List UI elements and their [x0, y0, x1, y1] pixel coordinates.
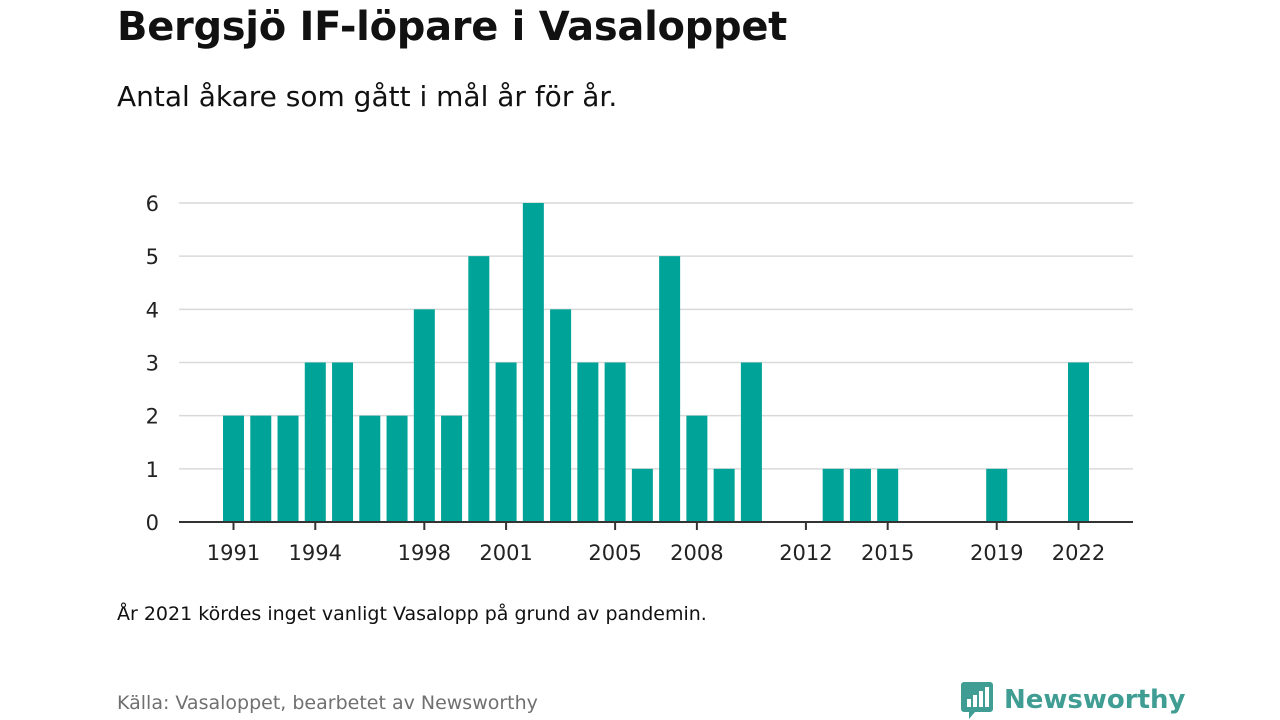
bar-2006 [631, 468, 653, 522]
chart-title: Bergsjö IF-löpare i Vasaloppet [117, 4, 787, 50]
bar-1992 [250, 415, 272, 522]
newsworthy-logo-icon [961, 682, 993, 719]
newsworthy-logo[interactable]: Newsworthy [960, 680, 1185, 720]
bar-2001 [495, 362, 517, 522]
bar-chart: 0 1 2 3 4 5 6 1991 1994 1998 2001 2005 2008 2012 2015… [146, 192, 1133, 565]
bar-2013 [822, 468, 844, 522]
bar-2005 [604, 362, 626, 522]
bar-1993 [277, 415, 299, 522]
bar-1997 [386, 415, 408, 522]
bar-2010 [740, 362, 762, 522]
bar-1998 [413, 309, 435, 522]
bar-2008 [686, 415, 708, 522]
bar-1996 [359, 415, 381, 522]
y-tick-label: 3 [146, 352, 159, 376]
bar-1991 [223, 415, 245, 522]
chart-subtitle: Antal åkare som gått i mål år för år. [117, 80, 618, 113]
source-credit: Källa: Vasaloppet, bearbetet av Newswort… [117, 692, 538, 714]
bar-1999 [441, 415, 463, 522]
bar-2002 [522, 203, 544, 522]
bar-2004 [577, 362, 599, 522]
x-axis-labels: 1991 1994 1998 2001 2005 2008 2012 2015 2019 2022 [207, 541, 1105, 565]
x-tick-label: 1991 [207, 541, 260, 565]
bars [223, 203, 1089, 522]
y-tick-label: 4 [146, 298, 159, 322]
x-tick-label: 2001 [479, 541, 532, 565]
bar-2000 [468, 256, 490, 522]
x-tick-label: 2012 [779, 541, 832, 565]
bar-2022 [1067, 362, 1089, 522]
bar-2015 [877, 468, 899, 522]
bar-2003 [550, 309, 572, 522]
x-tick-label: 2022 [1052, 541, 1105, 565]
bar-2019 [986, 468, 1008, 522]
footnote: År 2021 kördes inget vanligt Vasalopp på… [117, 603, 707, 625]
y-tick-label: 6 [146, 192, 159, 216]
bar-1994 [304, 362, 326, 522]
x-tick-label: 2015 [861, 541, 914, 565]
x-axis [179, 521, 1133, 530]
bar-1995 [332, 362, 354, 522]
y-axis-labels: 0 1 2 3 4 5 6 [146, 192, 159, 535]
y-tick-label: 1 [146, 458, 159, 482]
x-tick-label: 2019 [970, 541, 1023, 565]
bar-2009 [713, 468, 735, 522]
x-tick-label: 2005 [588, 541, 641, 565]
x-tick-label: 1998 [398, 541, 451, 565]
x-tick-label: 2008 [670, 541, 723, 565]
bar-2014 [849, 468, 871, 522]
bar-2007 [659, 256, 681, 522]
y-tick-label: 0 [146, 511, 159, 535]
y-tick-label: 2 [146, 405, 159, 429]
y-tick-label: 5 [146, 245, 159, 269]
x-tick-label: 1994 [289, 541, 342, 565]
brand-name: Newsworthy [1004, 685, 1186, 715]
